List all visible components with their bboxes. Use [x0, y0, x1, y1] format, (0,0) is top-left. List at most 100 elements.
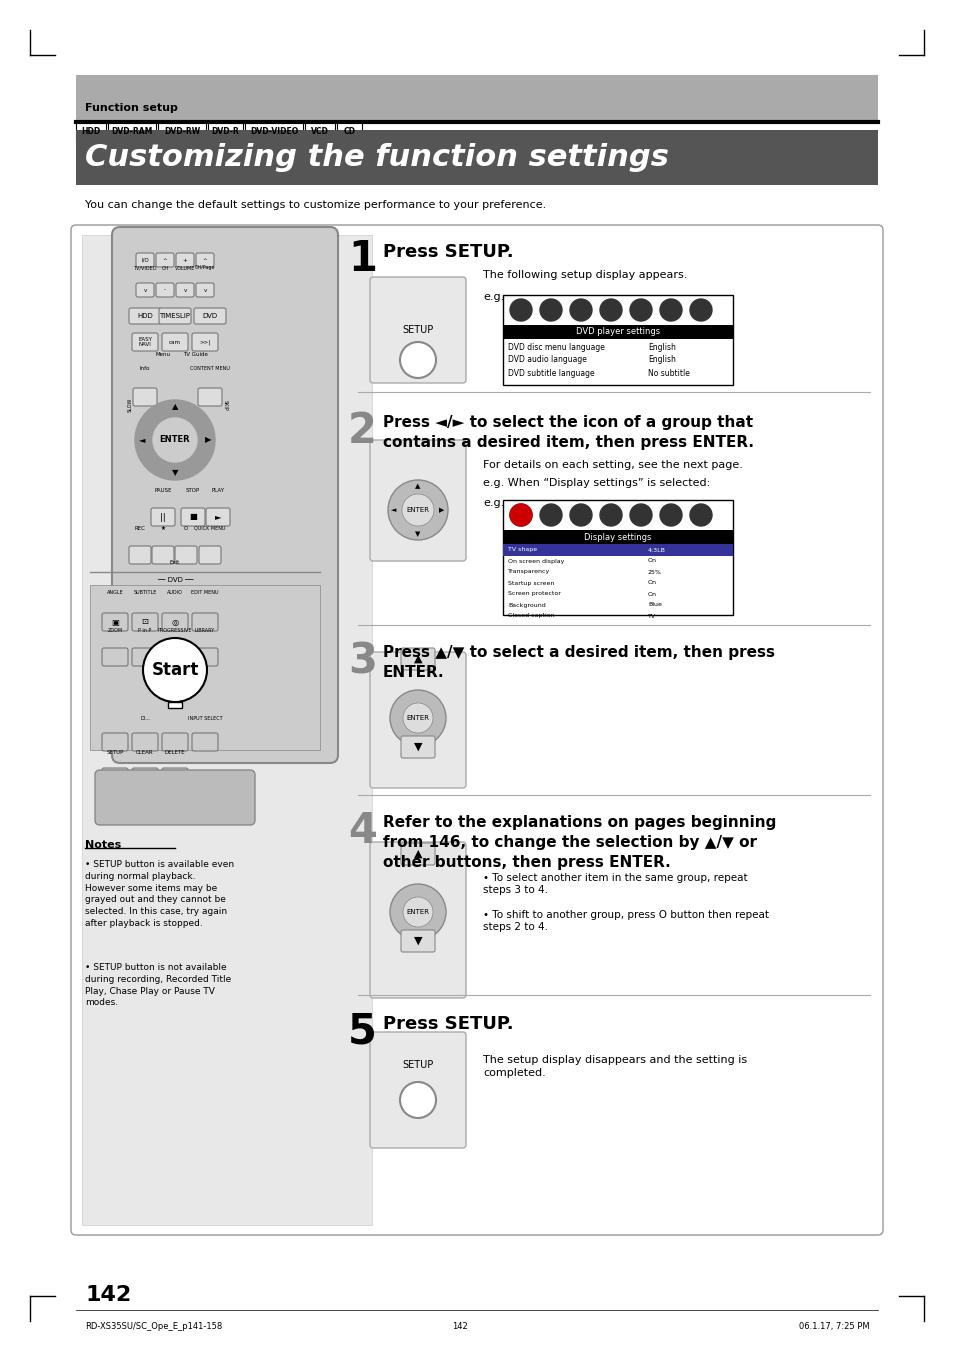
Text: SETUP: SETUP	[402, 1061, 434, 1070]
Text: PROGRESSIVE: PROGRESSIVE	[157, 627, 193, 632]
FancyBboxPatch shape	[192, 648, 218, 666]
FancyBboxPatch shape	[102, 648, 128, 666]
Circle shape	[143, 638, 207, 703]
Text: SKIP: SKIP	[222, 400, 227, 411]
Text: 06.1.17, 7:25 PM: 06.1.17, 7:25 PM	[799, 1323, 869, 1331]
Text: • To select another item in the same group, repeat
steps 3 to 4.: • To select another item in the same gro…	[482, 873, 747, 896]
FancyBboxPatch shape	[102, 767, 128, 786]
Text: CH: CH	[161, 266, 169, 270]
Text: TIMESLIP: TIMESLIP	[159, 313, 191, 319]
FancyBboxPatch shape	[76, 76, 877, 120]
Circle shape	[401, 494, 434, 526]
Text: ANGLE: ANGLE	[107, 590, 123, 596]
Text: TV/VIDEO: TV/VIDEO	[133, 266, 156, 270]
Circle shape	[388, 480, 448, 540]
Text: ^: ^	[202, 258, 207, 262]
Text: ENTER: ENTER	[159, 435, 190, 444]
Text: Press ◄/► to select the icon of a group that
contains a desired item, then press: Press ◄/► to select the icon of a group …	[382, 415, 753, 450]
Circle shape	[569, 504, 592, 526]
FancyBboxPatch shape	[151, 508, 174, 526]
FancyBboxPatch shape	[336, 122, 361, 142]
Circle shape	[659, 504, 681, 526]
Text: Start: Start	[152, 661, 198, 680]
FancyBboxPatch shape	[132, 332, 158, 351]
Text: Notes: Notes	[85, 840, 121, 850]
FancyBboxPatch shape	[400, 843, 435, 865]
FancyBboxPatch shape	[158, 122, 206, 142]
Text: CONTENT MENU: CONTENT MENU	[190, 366, 230, 370]
Text: EASY
NAVI: EASY NAVI	[138, 336, 152, 347]
Text: CLEAR: CLEAR	[136, 750, 153, 754]
Text: 4:3LB: 4:3LB	[647, 547, 665, 553]
Text: HDD: HDD	[81, 127, 100, 136]
Circle shape	[402, 897, 433, 927]
Text: 3: 3	[348, 640, 376, 682]
FancyBboxPatch shape	[129, 308, 161, 324]
Text: INPUT SELECT: INPUT SELECT	[188, 716, 222, 720]
Text: ►: ►	[214, 512, 221, 521]
Text: Background: Background	[507, 603, 545, 608]
FancyBboxPatch shape	[245, 122, 303, 142]
Text: For details on each setting, see the next page.: For details on each setting, see the nex…	[482, 459, 742, 470]
Text: ▼: ▼	[172, 469, 178, 477]
FancyBboxPatch shape	[192, 332, 218, 351]
FancyBboxPatch shape	[400, 929, 435, 952]
FancyBboxPatch shape	[90, 585, 319, 750]
FancyBboxPatch shape	[305, 122, 335, 142]
Text: ■: ■	[189, 512, 196, 521]
Text: 142: 142	[85, 1285, 132, 1305]
Text: -: -	[164, 288, 166, 293]
FancyBboxPatch shape	[162, 332, 188, 351]
Text: ▲: ▲	[172, 403, 178, 412]
Text: No subtitle: No subtitle	[647, 369, 689, 377]
Text: On: On	[647, 558, 657, 563]
Text: cam: cam	[169, 339, 181, 345]
FancyBboxPatch shape	[132, 734, 158, 751]
FancyBboxPatch shape	[175, 282, 193, 297]
Text: Closed caption: Closed caption	[507, 613, 554, 619]
Text: Startup screen: Startup screen	[507, 581, 554, 585]
Text: e.g.: e.g.	[482, 292, 504, 303]
FancyBboxPatch shape	[195, 253, 213, 267]
Circle shape	[399, 342, 436, 378]
Circle shape	[659, 299, 681, 322]
Text: English: English	[647, 355, 675, 365]
FancyBboxPatch shape	[162, 734, 188, 751]
Text: DVD audio language: DVD audio language	[507, 355, 586, 365]
Text: v: v	[143, 288, 147, 293]
Circle shape	[689, 504, 711, 526]
FancyBboxPatch shape	[82, 235, 372, 1225]
Text: ^: ^	[163, 258, 167, 262]
Text: DVD-RW: DVD-RW	[164, 127, 200, 136]
Text: v: v	[183, 288, 187, 293]
Text: • SETUP button is not available
during recording, Recorded Title
Play, Chase Pla: • SETUP button is not available during r…	[85, 963, 231, 1008]
Text: DVD-R: DVD-R	[212, 127, 239, 136]
FancyBboxPatch shape	[129, 546, 151, 563]
FancyBboxPatch shape	[400, 736, 435, 758]
Text: PAUSE: PAUSE	[154, 488, 172, 493]
Text: DVD disc menu language: DVD disc menu language	[507, 343, 604, 351]
Text: You can change the default settings to customize performance to your preference.: You can change the default settings to c…	[85, 200, 546, 209]
Circle shape	[629, 504, 651, 526]
FancyBboxPatch shape	[162, 613, 188, 631]
Text: DELETE: DELETE	[165, 750, 185, 754]
Text: DVD player settings: DVD player settings	[576, 327, 659, 336]
FancyBboxPatch shape	[71, 226, 882, 1235]
Text: ▶: ▶	[438, 507, 444, 513]
Text: Refer to the explanations on pages beginning
from 146, to change the selection b: Refer to the explanations on pages begin…	[382, 815, 776, 870]
Text: ⊡: ⊡	[141, 617, 149, 627]
Text: The following setup display appears.: The following setup display appears.	[482, 270, 687, 280]
Text: CD: CD	[343, 127, 355, 136]
Text: ── DVD ──: ── DVD ──	[156, 577, 193, 584]
Circle shape	[390, 884, 446, 940]
Circle shape	[152, 417, 196, 462]
Text: SETUP: SETUP	[402, 326, 434, 335]
Text: ◎: ◎	[172, 617, 178, 627]
Circle shape	[599, 299, 621, 322]
FancyBboxPatch shape	[198, 388, 222, 407]
Text: HDD: HDD	[137, 313, 152, 319]
Text: P in P: P in P	[138, 627, 152, 632]
Circle shape	[689, 299, 711, 322]
Text: RD-XS35SU/SC_Ope_E_p141-158: RD-XS35SU/SC_Ope_E_p141-158	[85, 1323, 222, 1331]
Circle shape	[510, 299, 532, 322]
